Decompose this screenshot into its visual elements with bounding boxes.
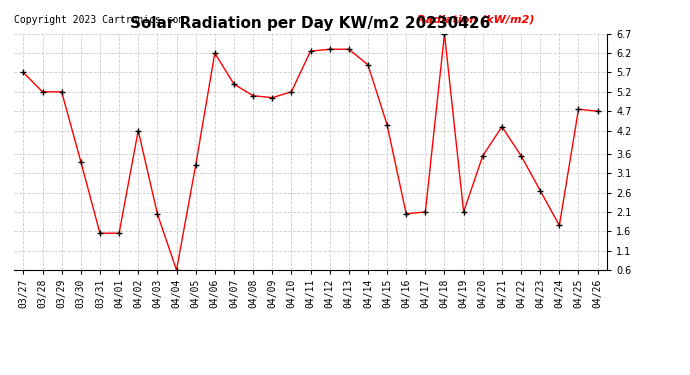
Title: Solar Radiation per Day KW/m2 20230426: Solar Radiation per Day KW/m2 20230426: [130, 16, 491, 31]
Text: Radiation (kW/m2): Radiation (kW/m2): [417, 15, 535, 25]
Text: Copyright 2023 Cartronics.com: Copyright 2023 Cartronics.com: [14, 15, 184, 25]
